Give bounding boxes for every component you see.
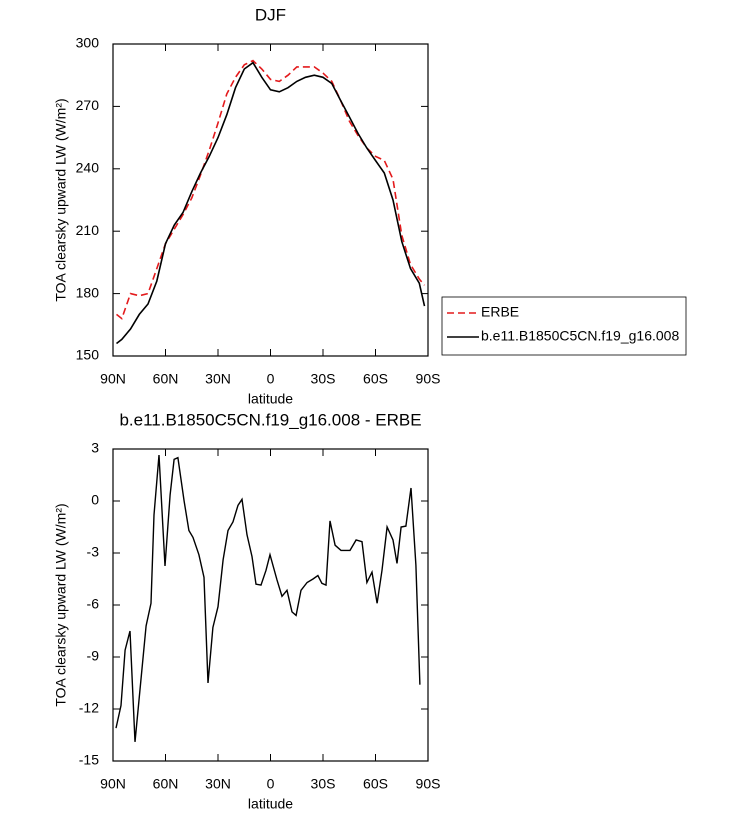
x-tick-label: 90N xyxy=(100,371,126,387)
x-axis-label: latitude xyxy=(248,796,293,812)
line-series xyxy=(116,61,426,345)
y-axis-label: TOA clearsky upward LW (W/m²) xyxy=(53,98,69,301)
x-tick-label: 60N xyxy=(153,776,179,792)
x-tick-label: 60N xyxy=(153,371,179,387)
plot-frame xyxy=(112,43,429,357)
chart-title: b.e11.B1850C5CN.f19_g16.008 - ERBE xyxy=(119,410,421,429)
y-tick-label: -6 xyxy=(87,596,100,612)
y-tick-label: 3 xyxy=(91,440,99,456)
legend-box xyxy=(441,296,687,356)
x-axis-label: latitude xyxy=(248,391,293,407)
x-tick-label: 30N xyxy=(205,776,231,792)
y-tick-label: -3 xyxy=(87,544,100,560)
y-tick-label: 180 xyxy=(76,284,100,300)
x-tick-label: 30S xyxy=(311,776,336,792)
y-tick-label: 150 xyxy=(76,347,100,363)
x-tick-label: 60S xyxy=(363,371,388,387)
y-tick-label: -12 xyxy=(79,700,99,716)
x-tick-label: 0 xyxy=(267,776,275,792)
plot-frame xyxy=(112,448,429,762)
legend-label: ERBE xyxy=(481,304,519,320)
x-tick-label: 90S xyxy=(416,776,441,792)
y-axis-label: TOA clearsky upward LW (W/m²) xyxy=(53,503,69,706)
legend: ERBE b.e11.B1850C5CN.f19_g16.008 xyxy=(441,296,687,356)
chart-title: DJF xyxy=(255,5,286,24)
y-tick-label: 0 xyxy=(91,492,99,508)
x-tick-label: 0 xyxy=(267,371,275,387)
x-tick-label: 60S xyxy=(363,776,388,792)
x-tick-label: 90S xyxy=(416,371,441,387)
line-series xyxy=(116,59,426,320)
y-tick-label: -15 xyxy=(79,752,99,768)
y-tick-label: 210 xyxy=(76,222,100,238)
y-tick-label: 300 xyxy=(76,35,100,51)
y-tick-label: 270 xyxy=(76,97,100,113)
x-tick-label: 90N xyxy=(100,776,126,792)
y-tick-label: -9 xyxy=(87,648,100,664)
x-tick-label: 30S xyxy=(311,371,336,387)
x-tick-label: 30N xyxy=(205,371,231,387)
y-tick-label: 240 xyxy=(76,160,100,176)
line-series xyxy=(115,455,421,742)
legend-label: b.e11.B1850C5CN.f19_g16.008 xyxy=(481,328,679,344)
